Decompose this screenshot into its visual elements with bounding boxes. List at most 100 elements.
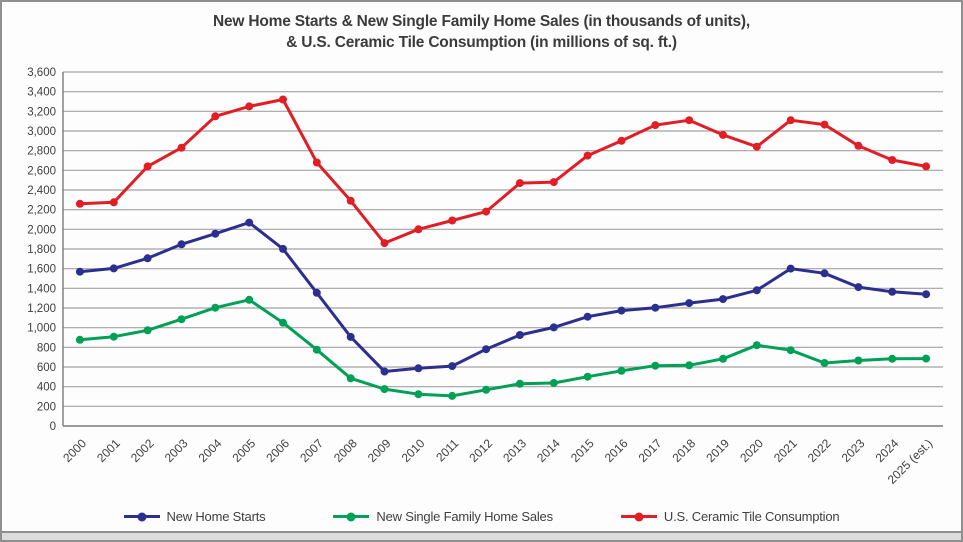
data-point-new-home-starts: [685, 299, 694, 308]
x-tick-label: 2023: [839, 436, 868, 465]
y-tick-label: 1,000: [27, 323, 56, 335]
data-point-u-s-ceramic-tile-consumption: [752, 142, 761, 151]
data-point-new-home-starts: [617, 306, 626, 315]
data-point-u-s-ceramic-tile-consumption: [651, 121, 660, 130]
data-point-new-home-starts: [651, 303, 660, 312]
data-point-new-single-family-home-sales: [245, 295, 254, 304]
data-point-u-s-ceramic-tile-consumption: [312, 158, 321, 167]
legend-label: New Single Family Home Sales: [376, 509, 553, 524]
data-point-new-single-family-home-sales: [312, 345, 321, 354]
data-point-new-home-starts: [109, 264, 118, 273]
y-tick-label: 2,200: [27, 205, 56, 217]
x-tick-label: 2017: [636, 436, 665, 465]
data-point-new-single-family-home-sales: [752, 341, 761, 350]
data-point-new-single-family-home-sales: [685, 361, 694, 370]
data-point-new-home-starts: [583, 312, 592, 321]
y-tick-label: 200: [37, 401, 56, 413]
data-point-new-single-family-home-sales: [820, 359, 829, 367]
data-point-u-s-ceramic-tile-consumption: [854, 141, 863, 150]
y-tick-label: 600: [37, 362, 56, 374]
data-point-new-single-family-home-sales: [854, 356, 863, 365]
legend-line-marker-icon: [123, 512, 160, 521]
data-point-new-single-family-home-sales: [719, 354, 727, 363]
data-point-u-s-ceramic-tile-consumption: [448, 216, 457, 225]
data-point-new-home-starts: [786, 264, 795, 273]
data-point-u-s-ceramic-tile-consumption: [380, 239, 389, 248]
x-tick-label: 2010: [399, 436, 428, 465]
data-point-new-single-family-home-sales: [448, 391, 457, 400]
legend-dot-icon: [137, 512, 147, 521]
data-point-new-single-family-home-sales: [177, 315, 186, 324]
data-point-new-home-starts: [245, 218, 254, 227]
y-tick-label: 3,600: [27, 67, 56, 79]
y-tick-label: 1,600: [27, 264, 56, 276]
y-tick-label: 1,400: [27, 283, 56, 295]
data-point-new-single-family-home-sales: [75, 335, 84, 344]
data-point-u-s-ceramic-tile-consumption: [515, 179, 524, 188]
data-point-new-single-family-home-sales: [346, 374, 355, 383]
data-point-u-s-ceramic-tile-consumption: [109, 198, 118, 207]
x-tick-label: 2015: [568, 436, 597, 465]
x-tick-label: 2011: [433, 436, 461, 464]
legend-label: U.S. Ceramic Tile Consumption: [663, 509, 840, 524]
data-point-u-s-ceramic-tile-consumption: [583, 151, 592, 160]
data-point-new-single-family-home-sales: [617, 366, 626, 375]
x-tick-label: 2003: [162, 436, 191, 465]
data-point-new-home-starts: [211, 229, 220, 238]
y-tick-label: 400: [37, 382, 56, 394]
y-tick-label: 2,000: [27, 224, 56, 236]
x-tick-label: 2020: [737, 436, 766, 465]
x-tick-label: 2016: [602, 436, 631, 465]
data-point-u-s-ceramic-tile-consumption: [685, 116, 694, 125]
chart-legend: New Home Starts New Single Family Home Sa…: [2, 509, 961, 524]
data-point-u-s-ceramic-tile-consumption: [922, 162, 931, 171]
series-line-u-s-ceramic-tile-consumption: [78, 98, 928, 245]
data-point-new-single-family-home-sales: [414, 390, 423, 399]
data-point-new-home-starts: [312, 288, 321, 297]
x-tick-label: 2022: [805, 436, 834, 465]
legend-item-u-s-ceramic-tile-consumption: U.S. Ceramic Tile Consumption: [620, 509, 840, 524]
x-tick-label: 2005: [229, 436, 258, 465]
data-point-u-s-ceramic-tile-consumption: [549, 178, 558, 187]
data-point-new-single-family-home-sales: [515, 379, 524, 388]
y-tick-label: 3,200: [27, 106, 56, 118]
y-tick-label: 2,600: [27, 165, 56, 177]
y-tick-label: 0: [50, 421, 56, 433]
data-point-new-home-starts: [177, 240, 186, 249]
data-point-u-s-ceramic-tile-consumption: [617, 136, 626, 145]
data-point-u-s-ceramic-tile-consumption: [211, 112, 220, 121]
legend-dot-icon: [634, 512, 644, 521]
legend-item-new-single-family-home-sales: New Single Family Home Sales: [333, 509, 553, 524]
data-point-new-home-starts: [854, 283, 863, 292]
data-point-u-s-ceramic-tile-consumption: [75, 199, 84, 208]
y-tick-label: 3,400: [27, 87, 56, 99]
legend-item-new-home-starts: New Home Starts: [123, 509, 266, 524]
y-tick-label: 2,400: [27, 185, 56, 197]
data-point-new-home-starts: [922, 290, 931, 299]
data-point-new-home-starts: [279, 244, 287, 253]
data-point-new-single-family-home-sales: [583, 372, 592, 381]
x-tick-label: 2024: [873, 436, 902, 465]
x-tick-label: 2021: [771, 436, 800, 465]
series-line-new-home-starts: [78, 221, 928, 373]
chart-title-line1: New Home Starts & New Single Family Home…: [212, 13, 750, 30]
bottom-edge-strip: [2, 531, 961, 540]
x-tick-label: 2006: [263, 436, 292, 465]
data-point-u-s-ceramic-tile-consumption: [245, 102, 254, 111]
data-point-new-home-starts: [515, 331, 524, 339]
data-point-u-s-ceramic-tile-consumption: [279, 95, 287, 104]
y-tick-label: 1,800: [27, 244, 56, 256]
data-point-u-s-ceramic-tile-consumption: [888, 156, 897, 164]
legend-dot-icon: [346, 512, 356, 521]
x-tick-label: 2012: [466, 436, 495, 465]
data-point-new-single-family-home-sales: [380, 385, 389, 394]
data-point-new-single-family-home-sales: [143, 326, 152, 335]
data-point-u-s-ceramic-tile-consumption: [786, 116, 795, 125]
data-point-new-single-family-home-sales: [109, 332, 118, 341]
data-point-new-home-starts: [719, 295, 727, 304]
x-tick-label: 2013: [500, 436, 529, 465]
series-line-new-single-family-home-sales: [78, 298, 928, 398]
data-point-new-home-starts: [414, 364, 423, 373]
data-point-new-home-starts: [380, 367, 389, 376]
legend-label: New Home Starts: [166, 509, 266, 524]
